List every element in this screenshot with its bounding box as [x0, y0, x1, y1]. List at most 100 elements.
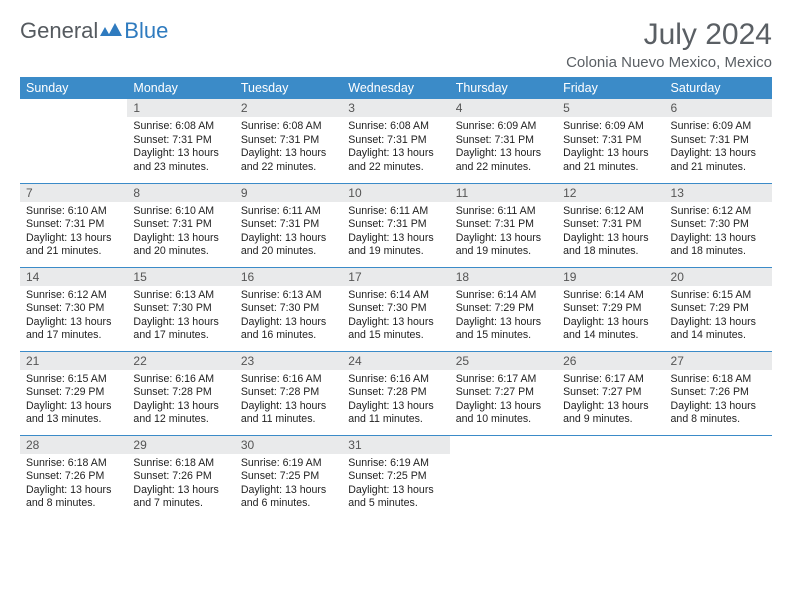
calendar-day-cell: 12Sunrise: 6:12 AMSunset: 7:31 PMDayligh… — [557, 183, 664, 267]
day-number: 3 — [342, 99, 449, 117]
day-details: Sunrise: 6:11 AMSunset: 7:31 PMDaylight:… — [450, 202, 557, 259]
detail-line: and 20 minutes. — [133, 245, 228, 259]
detail-line: Sunset: 7:31 PM — [671, 134, 766, 148]
detail-line: Sunrise: 6:15 AM — [26, 373, 121, 387]
detail-line: Sunrise: 6:11 AM — [241, 205, 336, 219]
day-number: 17 — [342, 268, 449, 286]
day-number: 18 — [450, 268, 557, 286]
detail-line: Daylight: 13 hours — [26, 484, 121, 498]
detail-line: Sunrise: 6:12 AM — [26, 289, 121, 303]
day-number: 15 — [127, 268, 234, 286]
detail-line: and 19 minutes. — [348, 245, 443, 259]
detail-line: Sunrise: 6:09 AM — [456, 120, 551, 134]
day-number: 23 — [235, 352, 342, 370]
day-details: Sunrise: 6:15 AMSunset: 7:29 PMDaylight:… — [20, 370, 127, 427]
detail-line: Sunset: 7:30 PM — [671, 218, 766, 232]
day-details: Sunrise: 6:12 AMSunset: 7:31 PMDaylight:… — [557, 202, 664, 259]
day-number: 11 — [450, 184, 557, 202]
detail-line: Daylight: 13 hours — [456, 147, 551, 161]
detail-line: Daylight: 13 hours — [563, 316, 658, 330]
detail-line: and 14 minutes. — [671, 329, 766, 343]
detail-line: Sunrise: 6:16 AM — [133, 373, 228, 387]
day-number: 29 — [127, 436, 234, 454]
day-details: Sunrise: 6:10 AMSunset: 7:31 PMDaylight:… — [20, 202, 127, 259]
calendar-day-cell: 9Sunrise: 6:11 AMSunset: 7:31 PMDaylight… — [235, 183, 342, 267]
calendar-day-cell: 6Sunrise: 6:09 AMSunset: 7:31 PMDaylight… — [665, 99, 772, 183]
day-details: Sunrise: 6:19 AMSunset: 7:25 PMDaylight:… — [235, 454, 342, 511]
day-details: Sunrise: 6:19 AMSunset: 7:25 PMDaylight:… — [342, 454, 449, 511]
calendar-day-cell: 19Sunrise: 6:14 AMSunset: 7:29 PMDayligh… — [557, 267, 664, 351]
detail-line: Sunrise: 6:14 AM — [563, 289, 658, 303]
calendar-day-cell — [557, 435, 664, 519]
calendar-day-cell: 8Sunrise: 6:10 AMSunset: 7:31 PMDaylight… — [127, 183, 234, 267]
detail-line: Daylight: 13 hours — [563, 147, 658, 161]
day-number: 21 — [20, 352, 127, 370]
calendar-day-cell: 26Sunrise: 6:17 AMSunset: 7:27 PMDayligh… — [557, 351, 664, 435]
day-details: Sunrise: 6:14 AMSunset: 7:29 PMDaylight:… — [557, 286, 664, 343]
detail-line: Sunset: 7:30 PM — [133, 302, 228, 316]
detail-line: Daylight: 13 hours — [133, 316, 228, 330]
day-details: Sunrise: 6:08 AMSunset: 7:31 PMDaylight:… — [235, 117, 342, 174]
calendar-day-cell: 7Sunrise: 6:10 AMSunset: 7:31 PMDaylight… — [20, 183, 127, 267]
detail-line: Daylight: 13 hours — [563, 232, 658, 246]
day-details: Sunrise: 6:15 AMSunset: 7:29 PMDaylight:… — [665, 286, 772, 343]
day-details: Sunrise: 6:09 AMSunset: 7:31 PMDaylight:… — [557, 117, 664, 174]
detail-line: Sunrise: 6:08 AM — [348, 120, 443, 134]
detail-line: Sunrise: 6:17 AM — [456, 373, 551, 387]
detail-line: Daylight: 13 hours — [348, 400, 443, 414]
calendar-day-cell: 11Sunrise: 6:11 AMSunset: 7:31 PMDayligh… — [450, 183, 557, 267]
detail-line: Sunrise: 6:15 AM — [671, 289, 766, 303]
detail-line: Sunset: 7:26 PM — [26, 470, 121, 484]
detail-line: Daylight: 13 hours — [241, 232, 336, 246]
detail-line: Sunrise: 6:12 AM — [563, 205, 658, 219]
detail-line: Daylight: 13 hours — [671, 232, 766, 246]
day-details: Sunrise: 6:16 AMSunset: 7:28 PMDaylight:… — [235, 370, 342, 427]
detail-line: Daylight: 13 hours — [241, 400, 336, 414]
detail-line: Daylight: 13 hours — [133, 484, 228, 498]
detail-line: Daylight: 13 hours — [563, 400, 658, 414]
calendar-day-cell: 10Sunrise: 6:11 AMSunset: 7:31 PMDayligh… — [342, 183, 449, 267]
detail-line: Sunset: 7:31 PM — [563, 218, 658, 232]
detail-line: Daylight: 13 hours — [241, 316, 336, 330]
day-number: 6 — [665, 99, 772, 117]
calendar-day-cell: 5Sunrise: 6:09 AMSunset: 7:31 PMDaylight… — [557, 99, 664, 183]
detail-line: Sunset: 7:31 PM — [241, 134, 336, 148]
calendar-day-cell: 23Sunrise: 6:16 AMSunset: 7:28 PMDayligh… — [235, 351, 342, 435]
calendar-day-cell: 14Sunrise: 6:12 AMSunset: 7:30 PMDayligh… — [20, 267, 127, 351]
day-details: Sunrise: 6:16 AMSunset: 7:28 PMDaylight:… — [342, 370, 449, 427]
detail-line: Sunset: 7:29 PM — [563, 302, 658, 316]
detail-line: Sunrise: 6:10 AM — [133, 205, 228, 219]
day-number: 31 — [342, 436, 449, 454]
calendar-table: SundayMondayTuesdayWednesdayThursdayFrid… — [20, 77, 772, 519]
brand-logo: General Blue — [20, 18, 168, 44]
detail-line: Daylight: 13 hours — [26, 232, 121, 246]
day-details: Sunrise: 6:10 AMSunset: 7:31 PMDaylight:… — [127, 202, 234, 259]
detail-line: Sunset: 7:31 PM — [241, 218, 336, 232]
day-number: 5 — [557, 99, 664, 117]
calendar-day-cell — [450, 435, 557, 519]
detail-line: Sunrise: 6:13 AM — [241, 289, 336, 303]
detail-line: and 22 minutes. — [456, 161, 551, 175]
day-details: Sunrise: 6:11 AMSunset: 7:31 PMDaylight:… — [235, 202, 342, 259]
day-number: 25 — [450, 352, 557, 370]
detail-line: Daylight: 13 hours — [26, 316, 121, 330]
detail-line: Daylight: 13 hours — [348, 484, 443, 498]
detail-line: Daylight: 13 hours — [671, 316, 766, 330]
calendar-day-cell: 3Sunrise: 6:08 AMSunset: 7:31 PMDaylight… — [342, 99, 449, 183]
calendar-day-cell: 2Sunrise: 6:08 AMSunset: 7:31 PMDaylight… — [235, 99, 342, 183]
detail-line: Sunrise: 6:09 AM — [671, 120, 766, 134]
day-details: Sunrise: 6:12 AMSunset: 7:30 PMDaylight:… — [665, 202, 772, 259]
day-number: 10 — [342, 184, 449, 202]
calendar-day-cell: 25Sunrise: 6:17 AMSunset: 7:27 PMDayligh… — [450, 351, 557, 435]
calendar-day-cell: 22Sunrise: 6:16 AMSunset: 7:28 PMDayligh… — [127, 351, 234, 435]
detail-line: Sunset: 7:29 PM — [671, 302, 766, 316]
calendar-week-row: 14Sunrise: 6:12 AMSunset: 7:30 PMDayligh… — [20, 267, 772, 351]
detail-line: and 20 minutes. — [241, 245, 336, 259]
detail-line: and 21 minutes. — [26, 245, 121, 259]
calendar-week-row: 28Sunrise: 6:18 AMSunset: 7:26 PMDayligh… — [20, 435, 772, 519]
calendar-week-row: 21Sunrise: 6:15 AMSunset: 7:29 PMDayligh… — [20, 351, 772, 435]
detail-line: Sunset: 7:30 PM — [348, 302, 443, 316]
detail-line: and 18 minutes. — [671, 245, 766, 259]
detail-line: Sunrise: 6:18 AM — [26, 457, 121, 471]
day-number: 27 — [665, 352, 772, 370]
